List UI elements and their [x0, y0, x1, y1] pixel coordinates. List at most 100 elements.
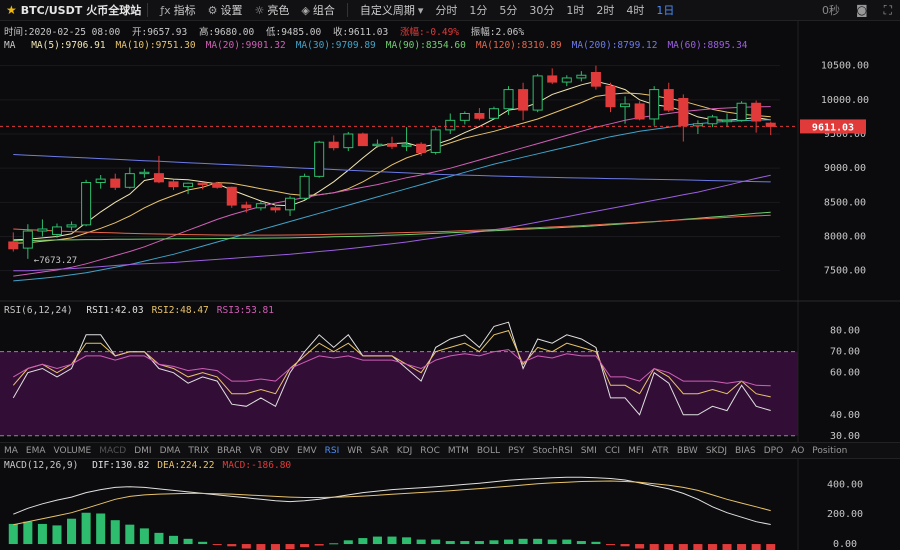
tab-dmi[interactable]: DMI: [134, 445, 152, 456]
custom-period-dropdown[interactable]: 自定义周期 ▾: [354, 2, 430, 18]
tab-position[interactable]: Position: [812, 445, 848, 456]
tab-vr[interactable]: VR: [249, 445, 262, 456]
candle-body: [532, 75, 543, 111]
settings-button[interactable]: ⚙ 设置: [202, 2, 249, 18]
tab-boll[interactable]: BOLL: [476, 445, 501, 456]
tab-atr[interactable]: ATR: [651, 445, 669, 456]
tab-bbw[interactable]: BBW: [676, 445, 698, 456]
tab-sar[interactable]: SAR: [370, 445, 389, 456]
tab-obv[interactable]: OBV: [269, 445, 290, 456]
rsi-tick-label: 70.00: [830, 347, 860, 358]
y-tick-label: 10500.00: [821, 61, 869, 72]
candle-body: [590, 72, 601, 87]
y-tick-label: 8500.00: [824, 197, 866, 208]
macd-histogram-bar: [198, 541, 208, 545]
tab-trix[interactable]: TRIX: [188, 445, 209, 456]
indicators-button[interactable]: ƒx 指标: [154, 2, 201, 18]
indicator-tabs: MA EMA VOLUME MACD DMI DMA TRIX BRAR VR OBV EMV RSI…: [0, 442, 900, 459]
candle-body: [197, 182, 208, 186]
tab-bias[interactable]: BIAS: [735, 445, 756, 456]
macd-histogram-bar: [605, 544, 616, 546]
tab-ao[interactable]: AO: [791, 445, 805, 456]
last-price-label: 9611.03: [812, 122, 854, 133]
combo-label: 组合: [312, 4, 335, 17]
candle-body: [416, 143, 427, 153]
ma-line: [13, 92, 771, 244]
theme-button[interactable]: ☼ 亮色: [249, 2, 296, 18]
y-tick-label: 7500.00: [824, 266, 866, 277]
macd-histogram-bar: [693, 544, 703, 550]
tab-ema[interactable]: EMA: [25, 445, 46, 456]
tab-volume[interactable]: VOLUME: [53, 445, 92, 456]
tab-wr[interactable]: WR: [347, 445, 363, 456]
macd-histogram-bar: [183, 538, 193, 545]
period-button[interactable]: 2时: [596, 4, 615, 17]
ma-legend-item: MA(30):9709.89: [295, 40, 376, 51]
fullscreen-icon[interactable]: ⛶: [883, 2, 892, 17]
y-tick-label: 9000.00: [824, 163, 866, 174]
symbol-selector[interactable]: ★ BTC/USDT 火币全球站: [0, 2, 141, 18]
macd-histogram-bar: [343, 540, 353, 545]
tab-brar[interactable]: BRAR: [217, 445, 242, 456]
period-button[interactable]: 5分: [499, 4, 518, 17]
rsi-line: [13, 349, 771, 387]
candle-body: [22, 230, 33, 249]
macd-histogram-bar: [737, 544, 747, 550]
tab-smi[interactable]: SMI: [580, 445, 597, 456]
period-button[interactable]: 1日: [656, 4, 675, 17]
candle-body: [212, 182, 223, 188]
macd-histogram-bar: [620, 544, 630, 547]
tab-kdj[interactable]: KDJ: [396, 445, 413, 456]
macd-histogram-bar: [547, 539, 557, 545]
period-button[interactable]: 分时: [435, 4, 458, 17]
period-button[interactable]: 30分: [529, 4, 555, 17]
tab-psy[interactable]: PSY: [508, 445, 525, 456]
period-button[interactable]: 1分: [469, 4, 488, 17]
chevron-down-icon: ▾: [417, 3, 424, 17]
y-tick-label: 9500.00: [824, 129, 866, 140]
candle-body: [430, 129, 441, 153]
macd-histogram-bar: [416, 539, 426, 545]
combo-button[interactable]: ◈ 组合: [295, 2, 340, 18]
camera-icon[interactable]: ◙: [855, 3, 868, 17]
ma-line: [13, 174, 771, 272]
tab-dpo[interactable]: DPO: [763, 445, 784, 456]
low-annotation: ←7673.27: [34, 256, 77, 266]
tab-dma[interactable]: DMA: [159, 445, 181, 456]
theme-label: 亮色: [267, 4, 290, 17]
candle-body: [66, 224, 77, 228]
candle-body: [168, 181, 179, 188]
tab-rsi[interactable]: RSI: [324, 445, 340, 456]
candle-body: [488, 108, 499, 119]
ma-line: [13, 214, 771, 236]
macd-histogram-bar: [270, 544, 280, 550]
candle-body: [576, 74, 587, 79]
tab-cci[interactable]: CCI: [604, 445, 621, 456]
tab-skdj[interactable]: SKDJ: [705, 445, 728, 456]
macd-histogram-bar: [241, 544, 251, 549]
tab-emv[interactable]: EMV: [297, 445, 317, 456]
ma-line: [13, 154, 771, 183]
tab-roc[interactable]: ROC: [420, 445, 440, 456]
macd-histogram-bar: [96, 513, 106, 545]
macd-histogram-bar: [474, 541, 484, 545]
tab-mtm[interactable]: MTM: [447, 445, 469, 456]
macd-histogram-bar: [431, 539, 441, 545]
candle-body: [634, 103, 645, 120]
period-button[interactable]: 4时: [626, 4, 645, 17]
tab-macd[interactable]: MACD: [99, 445, 127, 456]
macd-histogram-bar: [52, 525, 62, 545]
period-button[interactable]: 1时: [566, 4, 585, 17]
macd-histogram-bar: [635, 544, 645, 549]
tab-ma[interactable]: MA: [4, 445, 18, 456]
macd-histogram-bar: [314, 544, 324, 546]
tab-mfi[interactable]: MFI: [628, 445, 644, 456]
info-low: 低:9485.00: [265, 27, 322, 38]
macd-histogram-bar: [227, 544, 237, 547]
favorite-star-icon[interactable]: ★: [6, 3, 17, 17]
y-tick-label: 10000.00: [821, 95, 869, 106]
ma-legend-item: MA(90):8354.60: [385, 40, 466, 51]
tab-stochrsi[interactable]: StochRSI: [532, 445, 573, 456]
candle-body: [445, 119, 456, 131]
